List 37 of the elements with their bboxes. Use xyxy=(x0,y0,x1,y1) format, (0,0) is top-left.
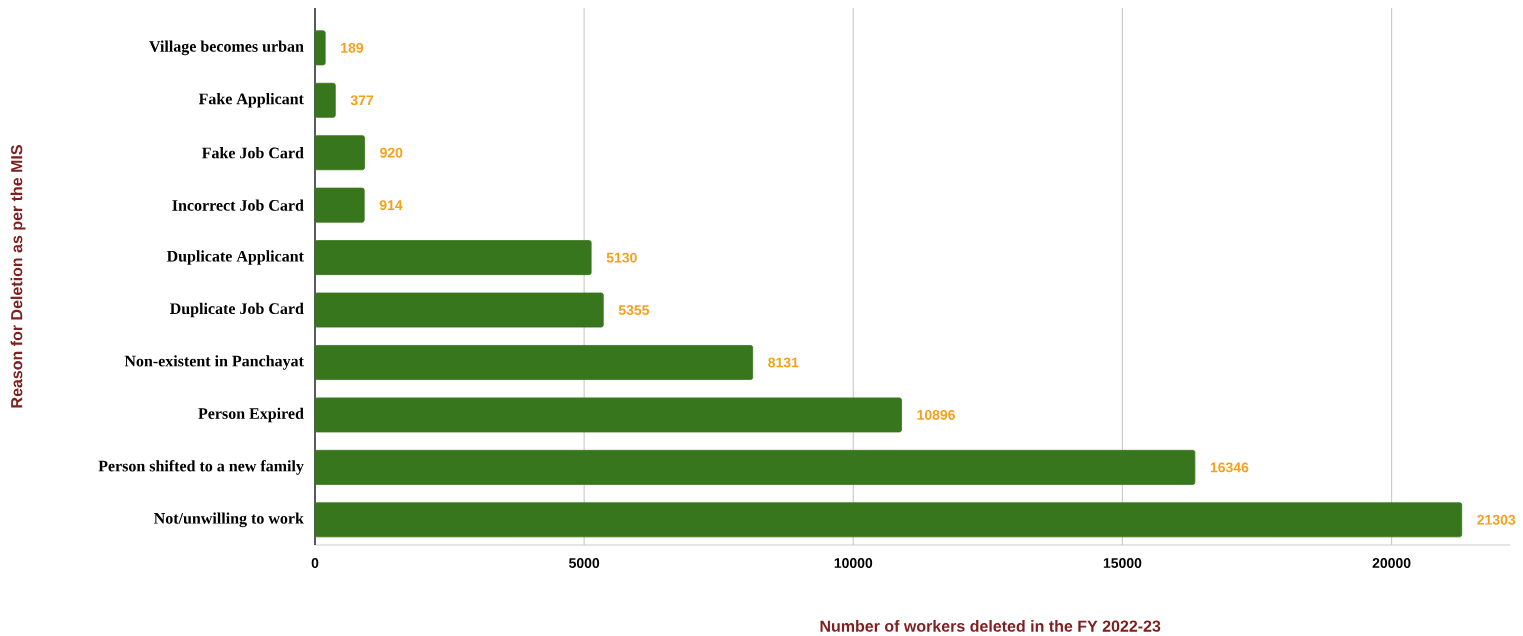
data-label: 5130 xyxy=(606,252,637,263)
y-axis-title: Reason for Deletion as per the MIS xyxy=(10,145,26,408)
x-tick-label: 0 xyxy=(311,558,319,568)
data-label: 920 xyxy=(380,147,403,158)
data-label: 377 xyxy=(350,95,374,106)
bar xyxy=(314,502,1463,538)
bar xyxy=(314,187,365,223)
data-label: 5355 xyxy=(618,305,650,316)
x-tick-label: 10000 xyxy=(834,558,873,568)
bar xyxy=(314,240,592,276)
bar xyxy=(314,449,1196,485)
data-label: 21303 xyxy=(1477,514,1516,525)
x-axis-title: Number of workers deleted in the FY 2022-23 xyxy=(820,620,1161,632)
data-label: 16346 xyxy=(1210,462,1249,473)
data-label: 8131 xyxy=(768,357,799,368)
bar xyxy=(314,82,336,118)
data-label: 10896 xyxy=(917,410,955,420)
data-label: 189 xyxy=(341,42,364,53)
bar xyxy=(314,30,326,66)
y-tick-label: Fake Applicant xyxy=(198,93,304,108)
x-tick-label: 15000 xyxy=(1103,558,1142,568)
y-tick-label: Duplicate Applicant xyxy=(166,250,304,265)
y-tick-label: Not/unwilling to work xyxy=(154,512,304,528)
y-tick-label: Incorrect Job Card xyxy=(172,199,304,211)
bar xyxy=(314,397,902,433)
x-tick-label: 5000 xyxy=(569,558,600,568)
y-tick-label: Village becomes urban xyxy=(149,40,304,56)
bar xyxy=(314,292,604,328)
y-tick-label: Non-existent in Panchayat xyxy=(124,355,304,370)
data-label: 914 xyxy=(379,200,403,211)
x-tick-label: 20000 xyxy=(1372,558,1411,568)
bar xyxy=(314,345,754,380)
y-tick-label: Person shifted to a new family xyxy=(98,460,304,475)
y-tick-label: Duplicate Job Card xyxy=(169,302,304,318)
y-tick-label: Fake Job Card xyxy=(202,147,304,159)
bar xyxy=(314,135,365,171)
y-tick-label: Person Expired xyxy=(198,407,304,423)
